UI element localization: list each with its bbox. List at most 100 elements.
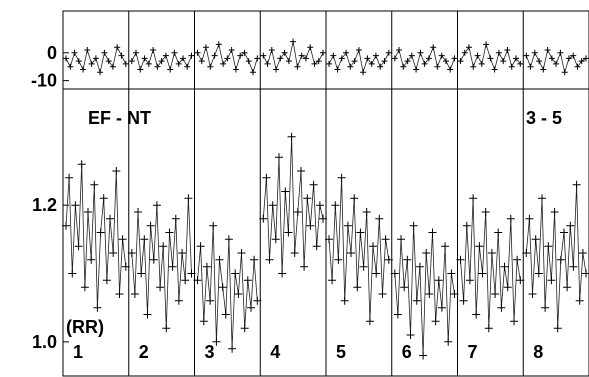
data-point-marker: [491, 66, 498, 73]
data-point-marker: [315, 201, 324, 210]
data-point-marker: [421, 60, 428, 67]
data-point-marker: [393, 310, 402, 319]
data-point-marker: [245, 58, 252, 65]
data-point-marker: [447, 269, 456, 278]
data-point-marker: [425, 290, 434, 298]
data-point-marker: [128, 58, 135, 65]
data-point-marker: [428, 228, 437, 237]
data-point-marker: [569, 262, 578, 271]
data-point-marker: [434, 276, 443, 285]
data-point-marker: [513, 255, 522, 264]
data-point-marker: [262, 173, 271, 182]
data-point-marker: [171, 49, 178, 56]
segment-label: 4: [270, 342, 280, 362]
data-point-marker: [340, 296, 349, 305]
data-point-marker: [199, 317, 208, 326]
segment-label: 1: [73, 342, 83, 362]
data-point-marker: [159, 242, 168, 251]
data-point-marker: [156, 283, 165, 292]
data-point-marker: [544, 242, 553, 251]
data-point-marker: [563, 283, 572, 292]
data-point-marker: [206, 296, 215, 305]
segment-label: 5: [336, 342, 346, 362]
data-point-marker: [130, 290, 139, 298]
data-point-marker: [541, 303, 550, 312]
data-point-marker: [494, 228, 503, 237]
data-point-marker: [220, 60, 227, 67]
data-point-marker: [331, 201, 340, 210]
data-point-marker: [328, 276, 337, 285]
data-point-marker: [312, 242, 321, 251]
data-point-marker: [152, 201, 161, 210]
data-point-marker: [264, 60, 271, 67]
data-point-marker: [472, 310, 481, 319]
data-point-marker: [149, 255, 158, 264]
data-point-marker: [137, 66, 144, 73]
data-point-marker: [343, 49, 350, 56]
data-point-marker: [88, 60, 95, 67]
panel-title-left: EF - NT: [88, 108, 151, 128]
data-point-marker: [565, 55, 572, 62]
data-point-marker: [165, 228, 174, 237]
data-point-marker: [550, 208, 559, 216]
data-point-marker: [300, 262, 309, 271]
data-point-marker: [285, 58, 292, 65]
data-point-marker: [115, 290, 124, 298]
data-point-marker: [385, 49, 392, 56]
data-point-marker: [422, 249, 431, 257]
data-point-marker: [71, 49, 78, 56]
data-point-marker: [109, 249, 118, 257]
data-point-marker: [207, 63, 214, 70]
data-point-marker: [368, 60, 375, 67]
data-point-marker: [178, 249, 187, 257]
data-point-marker: [62, 221, 70, 230]
data-point-marker: [84, 208, 92, 216]
data-point-marker: [118, 52, 125, 59]
data-point-marker: [71, 201, 80, 210]
data-point-marker: [150, 47, 157, 53]
data-point-marker: [365, 317, 374, 326]
data-point-marker: [553, 60, 560, 67]
data-point-marker: [517, 60, 524, 67]
data-point-marker: [359, 262, 368, 271]
data-point-marker: [140, 235, 149, 244]
data-point-marker: [353, 283, 362, 292]
data-point-marker: [221, 310, 230, 319]
data-point-marker: [548, 55, 555, 62]
data-point-marker: [80, 283, 89, 292]
data-point-marker: [168, 262, 177, 271]
segment-label: 6: [402, 342, 412, 362]
data-point-marker: [547, 276, 556, 285]
data-point-marker: [254, 55, 261, 62]
data-point-marker: [578, 249, 587, 257]
data-point-marker: [297, 167, 305, 175]
data-point-marker: [478, 269, 487, 278]
data-point-marker: [478, 60, 485, 67]
data-point-marker: [281, 49, 288, 56]
data-point-marker: [583, 55, 589, 62]
data-point-marker: [534, 269, 543, 278]
data-point-marker: [355, 47, 362, 53]
data-point-marker: [444, 337, 453, 346]
series-line-segment: [328, 177, 390, 322]
data-point-marker: [484, 324, 493, 333]
data-point-marker: [334, 255, 343, 264]
data-point-marker: [483, 41, 490, 48]
segment-dividers: [128, 11, 524, 376]
data-point-marker: [538, 194, 546, 203]
data-point-marker: [101, 49, 108, 56]
data-point-marker: [275, 153, 283, 162]
data-point-marker: [290, 38, 297, 45]
data-point-marker: [97, 69, 104, 76]
data-point-marker: [298, 52, 305, 59]
data-point-marker: [508, 63, 515, 70]
y-tick-label: 1.2: [32, 195, 57, 215]
data-point-marker: [560, 228, 568, 237]
data-point-marker: [203, 44, 209, 51]
data-point-marker: [330, 52, 337, 59]
data-point-marker: [528, 290, 537, 298]
data-point-marker: [68, 269, 77, 278]
data-point-marker: [96, 228, 105, 237]
data-point-marker: [75, 58, 82, 65]
data-point-marker: [582, 269, 589, 278]
